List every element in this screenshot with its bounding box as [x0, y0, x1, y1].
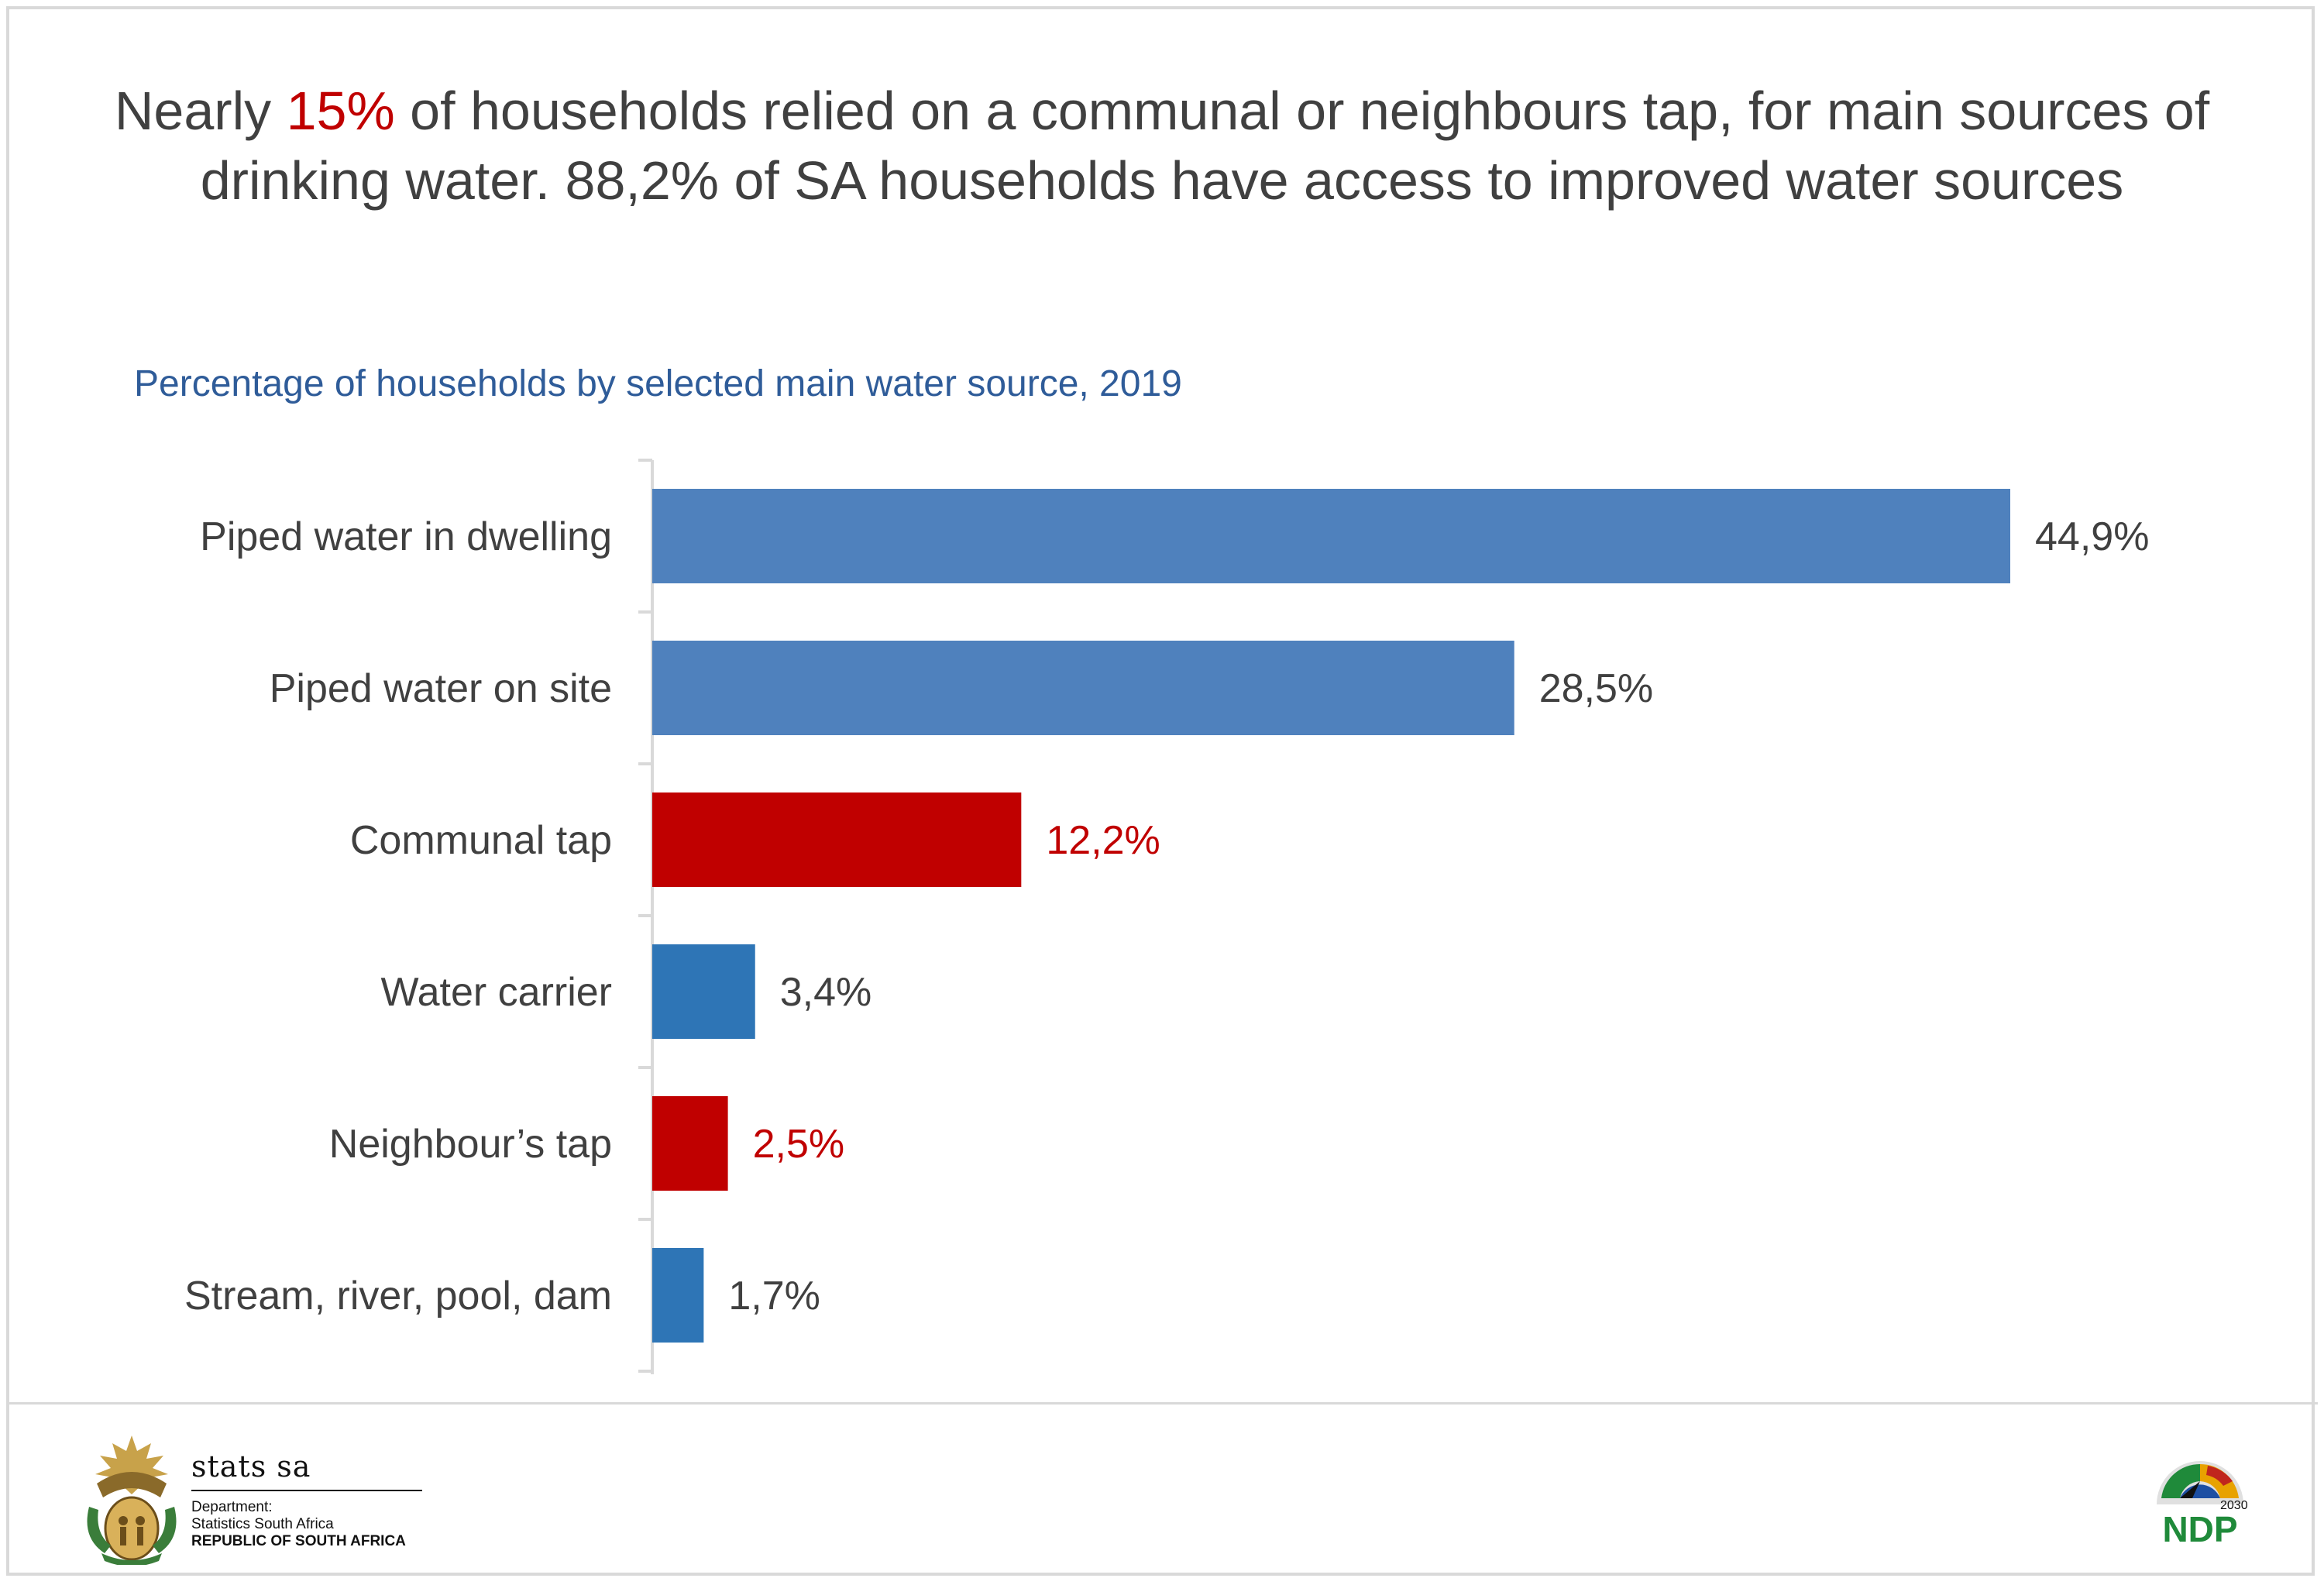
category-label: Water carrier	[380, 970, 612, 1015]
stats-sa-brand: stats sa	[191, 1449, 311, 1484]
bar	[652, 944, 755, 1039]
bar-chart: Piped water in dwelling 44,9% Piped water …	[184, 459, 2149, 1374]
value-label: 3,4%	[780, 970, 872, 1015]
bar	[652, 1248, 704, 1343]
category-label: Neighbour’s tap	[329, 1122, 612, 1167]
value-label: 12,2%	[1046, 818, 1160, 863]
republic-label: REPUBLIC OF SOUTH AFRICA	[191, 1533, 406, 1549]
headline: Nearly 15% of households relied on a com…	[93, 76, 2231, 215]
category-label: Stream, river, pool, dam	[184, 1274, 612, 1319]
headline-highlight: 15%	[286, 81, 395, 141]
ndp-text: NDP	[2162, 1509, 2237, 1549]
bar	[652, 1096, 728, 1191]
headline-part2: of households relied on a communal or ne…	[200, 81, 2210, 211]
dept-name: Statistics South Africa	[191, 1516, 334, 1532]
chart-title: Percentage of households by selected mai…	[134, 363, 1182, 404]
coat-of-arms-icon	[87, 1435, 177, 1565]
bar	[652, 792, 1022, 887]
ndp-2030-logo-icon: 2030 NDP	[2157, 1461, 2248, 1549]
category-label: Piped water in dwelling	[200, 514, 612, 559]
ndp-year: 2030	[2220, 1499, 2248, 1512]
value-label: 44,9%	[2035, 514, 2149, 559]
stats-sa-logo: stats sa Department: Statistics South Af…	[74, 1429, 438, 1565]
brand-underline	[191, 1490, 422, 1491]
category-label: Communal tap	[350, 818, 612, 863]
value-label: 1,7%	[728, 1274, 820, 1319]
footer-divider	[6, 1402, 2318, 1404]
bar	[652, 641, 1514, 735]
bar	[652, 489, 2010, 583]
headline-part1: Nearly	[114, 81, 287, 141]
category-label: Piped water on site	[270, 666, 612, 711]
dept-label: Department:	[191, 1499, 273, 1515]
value-label: 28,5%	[1539, 666, 1653, 711]
slide-frame	[6, 6, 2315, 1576]
value-label: 2,5%	[753, 1122, 845, 1167]
